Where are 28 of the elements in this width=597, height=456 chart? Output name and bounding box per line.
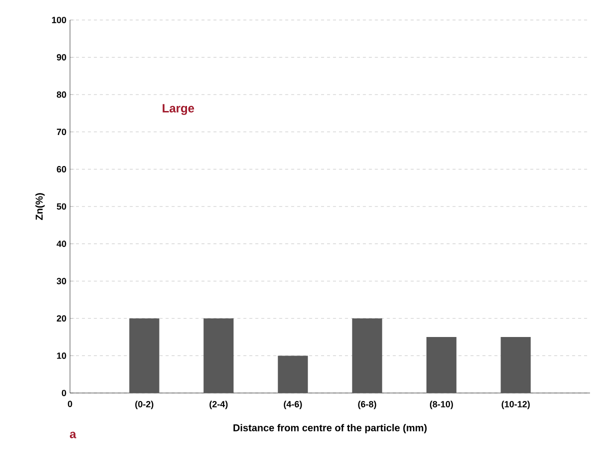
x-tick-label: (6-8) [358, 400, 376, 410]
text: a [70, 432, 76, 438]
bar [352, 318, 382, 393]
bar [278, 356, 308, 393]
y-tick-label: 40 [56, 240, 66, 247]
x-tick-label: (4-6) [284, 400, 302, 410]
y-tick-label: 0 [62, 390, 66, 396]
bar [129, 318, 160, 393]
y-tick-label: 70 [56, 128, 66, 136]
y-axis-title: Zn(%) [35, 193, 45, 220]
bar [426, 337, 456, 393]
x-tick-label: (2-4) [210, 400, 228, 410]
x-tick-label: (10-12) [502, 400, 530, 410]
y-tick-label: 50 [56, 203, 66, 210]
y-tick-label: 80 [56, 91, 66, 98]
y-tick-label: 30 [56, 278, 66, 284]
bar [500, 337, 531, 393]
y-tick-label: 90 [56, 54, 66, 60]
y-tick-label: 10 [57, 352, 66, 359]
bar [204, 318, 234, 393]
y-tick-label: 100 [52, 16, 66, 24]
y-tick-label: 20 [56, 315, 66, 322]
x-tick-label: (0-2) [135, 400, 154, 410]
x-tick-label: 0 [68, 400, 72, 408]
x-tick-label: (8-10) [430, 400, 453, 410]
x-axis-title: Distance from centre of the particle (mm) [234, 424, 427, 434]
y-tick-label: 60 [56, 166, 66, 172]
annotation: Large [162, 104, 194, 115]
